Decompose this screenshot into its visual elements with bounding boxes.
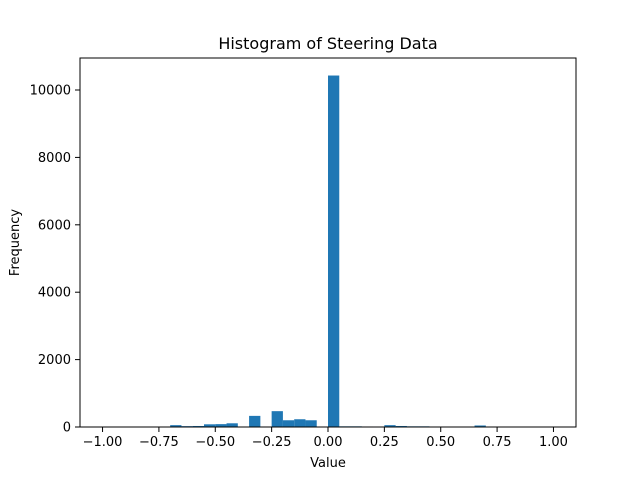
histogram-bar <box>192 425 204 427</box>
histogram-bar <box>328 75 340 427</box>
y-tick-label: 0 <box>63 421 71 436</box>
y-tick-label: 6000 <box>38 218 71 233</box>
chart-title: Histogram of Steering Data <box>218 34 437 53</box>
histogram-bar <box>384 425 396 427</box>
x-tick-label: −0.75 <box>139 435 179 450</box>
x-tick-label: −0.25 <box>252 435 292 450</box>
histogram-bar <box>204 424 216 427</box>
x-tick-label: −1.00 <box>83 435 123 450</box>
x-axis-label: Value <box>310 456 346 471</box>
histogram-bar <box>271 411 283 427</box>
histogram-bar <box>249 415 261 427</box>
bars-group <box>158 75 498 427</box>
x-tick-label: 1.00 <box>539 435 568 450</box>
histogram-bar <box>215 424 227 427</box>
x-tick-label: 0.25 <box>370 435 399 450</box>
x-tick-label: 0.00 <box>314 435 343 450</box>
x-axis-ticks: −1.00 −0.75 −0.50 −0.25 0.00 0.25 0.50 0.75 1.00 <box>83 427 568 450</box>
histogram-bar <box>474 425 486 427</box>
x-tick-label: 0.75 <box>483 435 512 450</box>
y-tick-label: 2000 <box>38 353 71 368</box>
y-axis-ticks: 0 2000 4000 6000 8000 10000 <box>30 84 80 436</box>
histogram-bar <box>305 420 317 427</box>
histogram-bar <box>294 419 306 427</box>
histogram-bar <box>282 420 295 427</box>
y-tick-label: 10000 <box>30 84 71 99</box>
y-axis-label: Frequency <box>8 209 23 276</box>
histogram-bar <box>170 425 182 427</box>
y-tick-label: 8000 <box>38 151 71 166</box>
y-tick-label: 4000 <box>38 286 71 301</box>
histogram-bar <box>226 423 238 427</box>
x-tick-label: 0.50 <box>426 435 455 450</box>
x-tick-label: −0.50 <box>195 435 235 450</box>
histogram-bar <box>395 425 407 427</box>
